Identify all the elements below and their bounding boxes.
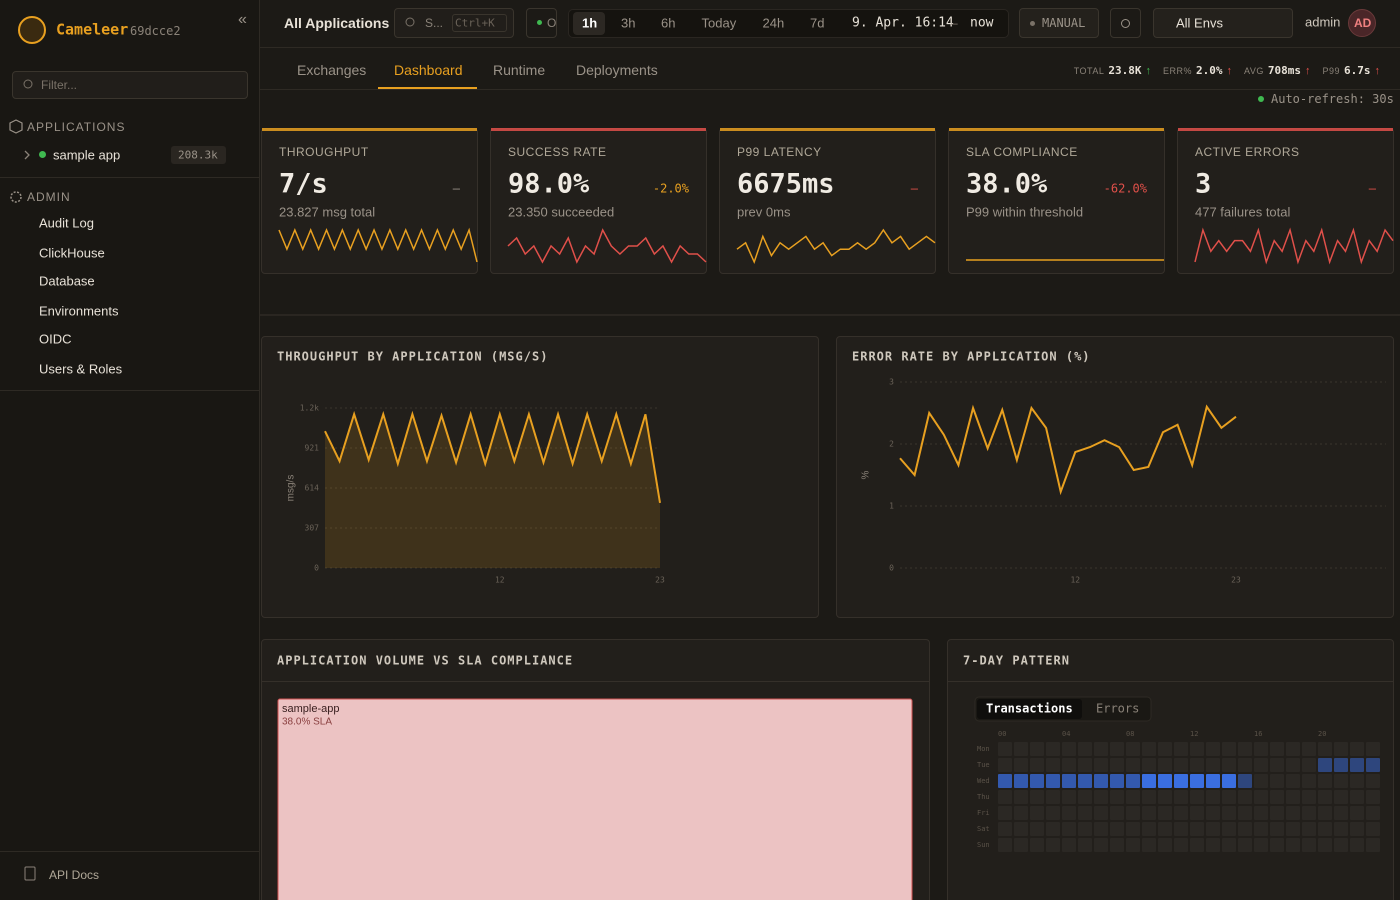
tab[interactable]: Exchanges bbox=[297, 62, 367, 78]
stat-label: AVG bbox=[1244, 66, 1264, 76]
app-count-text: 208.3k bbox=[178, 148, 218, 162]
chart-panel bbox=[836, 336, 1394, 618]
search-text: S... bbox=[425, 16, 444, 30]
avatar-initials: AD bbox=[1354, 16, 1372, 30]
user-name: admin bbox=[1305, 14, 1341, 30]
shortcut: Ctrl+K bbox=[455, 16, 495, 30]
collapse-button[interactable]: « bbox=[238, 11, 247, 28]
kpi-card bbox=[261, 128, 478, 274]
stat-trend: ↑ bbox=[1226, 65, 1233, 77]
filter-placeholder: Filter... bbox=[41, 78, 78, 92]
kpi-card bbox=[948, 128, 1165, 274]
range-group bbox=[568, 9, 1009, 38]
stat-value: 708ms bbox=[1267, 64, 1301, 77]
auto-refresh: Auto-refresh: 30s bbox=[1271, 92, 1394, 106]
app-count: 208.3k bbox=[171, 146, 226, 164]
app-name[interactable]: sample app bbox=[53, 147, 121, 163]
logo bbox=[18, 16, 46, 44]
divider bbox=[0, 851, 260, 852]
tabs-divider bbox=[260, 89, 1400, 90]
divider bbox=[0, 390, 260, 391]
time-from: 9. Apr. 16:14 bbox=[852, 15, 954, 31]
sun-icon bbox=[1121, 19, 1130, 28]
filter-input[interactable]: Filter... bbox=[12, 71, 248, 99]
panel-divider bbox=[262, 681, 929, 682]
stat: ERR% 2.0% ↑ bbox=[1163, 64, 1232, 77]
admin-link[interactable]: OIDC bbox=[39, 331, 72, 347]
status-text: O bbox=[547, 16, 557, 30]
admin-link[interactable]: Users & Roles bbox=[39, 361, 123, 377]
tab[interactable]: Runtime bbox=[493, 62, 546, 78]
stat: P99 6.7s ↑ bbox=[1322, 64, 1380, 77]
app-status-dot bbox=[39, 151, 46, 158]
range-button[interactable]: 24h bbox=[762, 15, 785, 31]
theme-toggle[interactable] bbox=[1110, 8, 1141, 38]
range-button[interactable]: Today bbox=[701, 15, 737, 31]
range-button[interactable]: 3h bbox=[621, 15, 636, 31]
stat-label: TOTAL bbox=[1073, 66, 1105, 76]
treemap-panel bbox=[261, 639, 930, 900]
time-to: now bbox=[970, 15, 994, 31]
env-select[interactable] bbox=[1153, 8, 1293, 38]
admin-link[interactable]: Environments bbox=[39, 303, 119, 319]
range-button[interactable]: 1h bbox=[582, 15, 598, 31]
refresh-indicator-dot bbox=[1258, 96, 1264, 102]
stat-value: 2.0% bbox=[1196, 64, 1223, 77]
stat-trend: ↑ bbox=[1145, 65, 1152, 77]
panel-divider bbox=[948, 681, 1393, 682]
section-header: APPLICATIONS bbox=[27, 120, 126, 134]
range-active-bg bbox=[573, 12, 605, 35]
avatar[interactable] bbox=[1348, 9, 1376, 37]
section-divider bbox=[260, 314, 1400, 316]
status-dot bbox=[537, 20, 542, 25]
stat-trend: ↑ bbox=[1304, 65, 1311, 77]
scope-title: All Applications bbox=[284, 15, 390, 31]
footer-link[interactable]: API Docs bbox=[49, 868, 100, 882]
tab[interactable]: Dashboard bbox=[394, 62, 463, 78]
environment: All Envs bbox=[1176, 15, 1223, 31]
range-button[interactable]: 6h bbox=[661, 15, 676, 31]
section-header: ADMIN bbox=[27, 190, 71, 204]
tab[interactable]: Deployments bbox=[576, 62, 658, 78]
admin-link[interactable]: ClickHouse bbox=[39, 245, 105, 261]
sidebar: Cameleer 69dcce2 « Filter... APPLICATIONS sam… bbox=[0, 0, 260, 900]
stat-label: P99 bbox=[1322, 66, 1340, 76]
admin-link[interactable]: Database bbox=[39, 273, 95, 289]
version: 69dcce2 bbox=[130, 24, 181, 38]
refresh-mode: MANUAL bbox=[1042, 16, 1086, 30]
admin-link[interactable]: Audit Log bbox=[39, 215, 94, 231]
kpi-card bbox=[490, 128, 707, 274]
refresh-dot bbox=[1030, 21, 1035, 26]
stat: TOTAL 23.8K ↑ bbox=[1074, 64, 1151, 77]
heatmap-panel bbox=[947, 639, 1394, 900]
stats-bar: TOTAL 23.8K ↑ ERR% 2.0% ↑ AVG 708ms ↑ P99 6.7s ↑ bbox=[1074, 64, 1380, 77]
kpi-card bbox=[719, 128, 936, 274]
brand: Cameleer bbox=[56, 20, 129, 39]
tab-underline bbox=[378, 87, 477, 89]
stat-trend: ↑ bbox=[1374, 65, 1381, 77]
stat-label: ERR% bbox=[1163, 66, 1193, 76]
stat-value: 6.7s bbox=[1344, 64, 1371, 77]
shortcut-box bbox=[452, 14, 507, 32]
stat-value: 23.8K bbox=[1108, 64, 1142, 77]
range-button[interactable]: 7d bbox=[810, 15, 825, 31]
divider bbox=[0, 177, 260, 178]
time-separator: – bbox=[951, 16, 958, 30]
status-box bbox=[526, 8, 557, 38]
chart-panel bbox=[261, 336, 819, 618]
stat: AVG 708ms ↑ bbox=[1244, 64, 1310, 77]
kpi-card bbox=[1177, 128, 1394, 274]
